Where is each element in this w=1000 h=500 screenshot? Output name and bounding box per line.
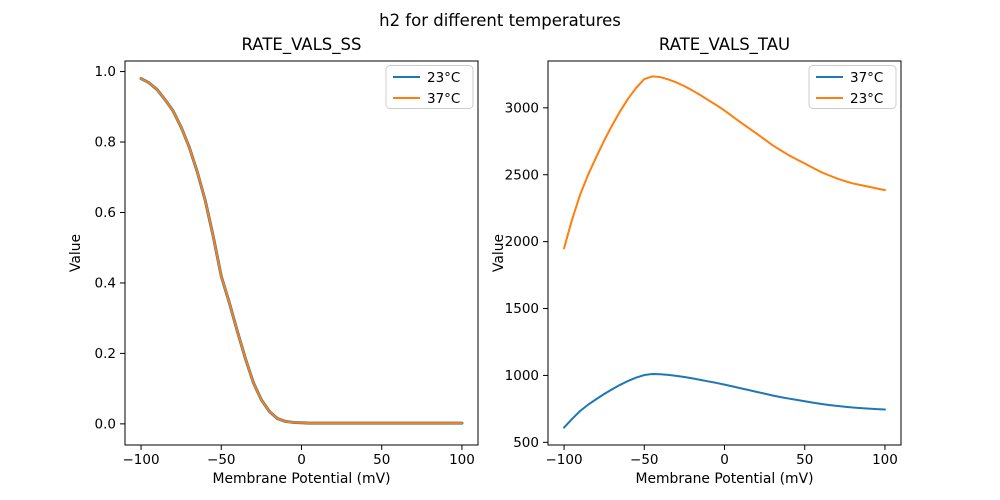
figure-title: h2 for different temperatures — [379, 11, 621, 30]
axes-frame — [547, 60, 902, 446]
x-tick-label: 0 — [720, 452, 729, 468]
plot-background — [125, 61, 478, 445]
legend: 23°C 37°C — [385, 65, 474, 109]
plot-background — [548, 61, 901, 445]
y-tick-label: 1500 — [505, 301, 539, 317]
x-tick-label: −50 — [630, 452, 659, 468]
y-tick-label: 1000 — [505, 368, 539, 384]
y-tick-label: 1.0 — [95, 64, 116, 80]
x-axis-label: Membrane Potential (mV) — [212, 471, 390, 487]
series-line-23C — [563, 75, 886, 250]
legend-entry-label: 23°C — [427, 70, 460, 86]
legend-entry-label: 37°C — [427, 91, 460, 107]
x-tick-label: −100 — [545, 452, 582, 468]
x-tick-label: 0 — [297, 452, 306, 468]
subplot-rate_vals_ss: −100 −50 0 50 100 0.0 0.2 0.4 0.6 0.8 1.0 RATE_VALS… — [68, 35, 479, 487]
y-axis-label: Value — [491, 234, 507, 272]
y-tick-label: 2000 — [505, 234, 539, 250]
y-tick-label: 0.2 — [95, 346, 116, 362]
subplot-title: RATE_VALS_TAU — [659, 35, 790, 55]
legend: 37°C 23°C — [808, 65, 897, 109]
y-tick-label: 3000 — [505, 100, 539, 116]
x-tick-label: 100 — [872, 452, 898, 468]
x-tick-label: 50 — [796, 452, 813, 468]
y-tick-label: 500 — [513, 435, 539, 451]
x-tick-label: −100 — [122, 452, 159, 468]
x-axis-label: Membrane Potential (mV) — [635, 471, 813, 487]
subplot-title: RATE_VALS_SS — [242, 35, 362, 55]
x-tick-label: 50 — [373, 452, 390, 468]
subplot-rate_vals_tau: −100 −50 0 50 100 500 1000 1500 2000 2500 3000 RATE… — [491, 35, 902, 487]
axes-frame — [124, 60, 479, 446]
y-tick-label: 0.8 — [95, 135, 116, 151]
y-tick-label: 0.4 — [95, 276, 116, 292]
legend-entry-label: 23°C — [850, 91, 883, 107]
x-tick-label: 100 — [449, 452, 475, 468]
series-line-37C — [140, 77, 463, 425]
legend-entry-label: 37°C — [850, 70, 883, 86]
y-tick-label: 0.6 — [95, 205, 116, 221]
y-axis-label: Value — [68, 234, 84, 272]
y-tick-label: 2500 — [505, 167, 539, 183]
x-tick-label: −50 — [207, 452, 236, 468]
series-line-37C — [563, 372, 886, 429]
y-tick-label: 0.0 — [95, 416, 116, 432]
